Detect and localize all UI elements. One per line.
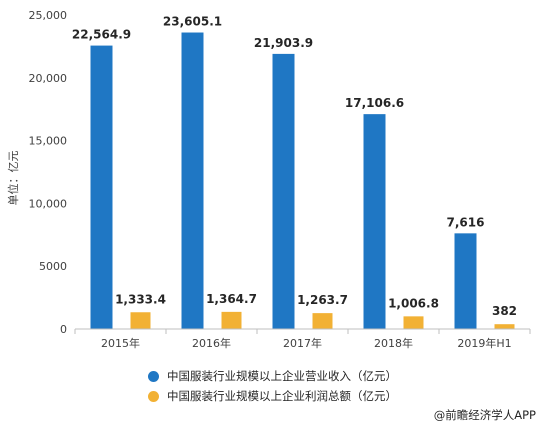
x-tick-label: 2016年 (192, 336, 231, 350)
bar-revenue (181, 32, 204, 329)
y-tick-label: 10,000 (29, 197, 68, 210)
bar-revenue (90, 45, 113, 330)
legend-item-profit: 中国服装行业规模以上企业利润总额（亿元） (148, 386, 397, 406)
data-label-profit: 1,263.7 (297, 293, 348, 307)
x-tick-label: 2017年 (283, 336, 322, 350)
bar-chart: 0 5000 10,000 15,000 20,000 25,000 22,564.9 1,… (6, 9, 531, 350)
y-tick-label: 25,000 (29, 9, 68, 22)
bar-profit (403, 316, 424, 329)
bar-profit (221, 311, 242, 329)
y-tick-label: 20,000 (29, 72, 68, 85)
data-label-revenue: 17,106.6 (345, 96, 404, 110)
x-tick-label: 2015年 (101, 336, 140, 350)
y-tick-label: 0 (60, 323, 67, 336)
bar-revenue (363, 114, 386, 329)
source-credit: @前瞻经济学人APP (433, 408, 536, 422)
data-label-revenue: 7,616 (447, 215, 485, 229)
legend-marker-revenue (148, 370, 159, 382)
data-label-revenue: 23,605.1 (163, 15, 222, 29)
data-label-revenue: 21,903.9 (254, 36, 313, 50)
legend-marker-profit (148, 390, 159, 402)
x-axis: 2015年 2016年 2017年 2018年 2019年H1 (74, 328, 531, 350)
y-axis-label: 单位：亿元 (6, 151, 20, 206)
x-tick-label: 2018年 (374, 336, 413, 350)
y-tick-label: 5000 (39, 260, 67, 273)
data-label-profit: 382 (492, 304, 517, 318)
data-label-profit: 1,364.7 (206, 292, 257, 306)
data-label-revenue: 22,564.9 (72, 28, 131, 42)
bar-profit (494, 324, 515, 329)
bar-revenue (454, 233, 477, 329)
legend-item-revenue: 中国服装行业规模以上企业营业收入（亿元） (148, 366, 397, 386)
legend: 中国服装行业规模以上企业营业收入（亿元） 中国服装行业规模以上企业利润总额（亿元… (148, 366, 397, 406)
legend-label-revenue: 中国服装行业规模以上企业营业收入（亿元） (167, 369, 397, 383)
y-axis: 0 5000 10,000 15,000 20,000 25,000 (29, 9, 68, 336)
bar-profit (130, 312, 151, 329)
bar-profit (312, 313, 333, 329)
bars: 22,564.9 1,333.4 23,605.1 1,364.7 21,903.9 1,… (72, 15, 517, 330)
y-tick-label: 15,000 (29, 135, 68, 148)
legend-label-profit: 中国服装行业规模以上企业利润总额（亿元） (167, 389, 397, 403)
data-label-profit: 1,333.4 (115, 292, 166, 306)
x-tick-label: 2019年H1 (457, 336, 511, 350)
bar-revenue (272, 53, 295, 329)
data-label-profit: 1,006.8 (388, 296, 439, 310)
